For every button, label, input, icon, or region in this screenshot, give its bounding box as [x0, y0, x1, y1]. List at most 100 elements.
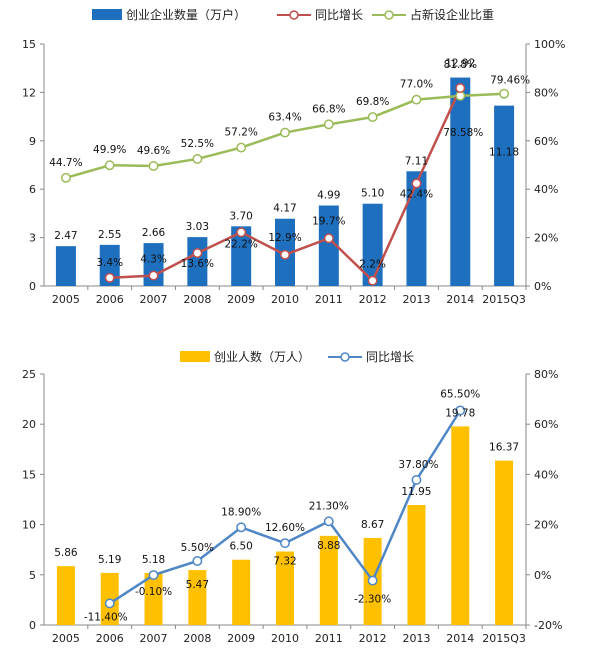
legend-label-startup-people: 创业人数（万人） [214, 349, 310, 364]
chart1-x-tick-label: 2015Q3 [482, 293, 526, 306]
bar-startup-people [188, 570, 207, 625]
chart1-y-left-tick-label: 0 [29, 280, 36, 293]
data-label-yoy-growth: 19.7% [312, 215, 345, 227]
data-label-share: 57.2% [225, 127, 258, 139]
data-label-share: 77.0% [400, 79, 433, 91]
bar-startup-people [232, 559, 251, 625]
legend-marker-yoy-growth-2 [340, 352, 350, 362]
chart1-y-left-tick-label: 6 [29, 183, 36, 196]
chart2-x-tick-label: 2010 [271, 632, 299, 645]
data-label-startup-count: 7.11 [405, 155, 428, 167]
chart1-x-tick-label: 2011 [315, 293, 343, 306]
chart1-x-tick-label: 2013 [402, 293, 430, 306]
point-share [367, 112, 378, 123]
chart1-y-right-tick-label: 0% [534, 280, 551, 293]
legend-label-share: 占新设企业比重 [410, 7, 494, 22]
chart1-y-left-tick-label: 15 [22, 38, 36, 51]
data-label-startup-count: 2.55 [98, 229, 121, 241]
chart2-x-tick-label: 2006 [96, 632, 124, 645]
bar-startup-people [276, 551, 294, 625]
data-label-yoy-growth-2: 18.90% [221, 506, 261, 518]
data-label-startup-count: 3.70 [229, 210, 252, 222]
data-label-yoy-growth-2: 12.60% [265, 522, 305, 534]
point-yoy-growth [236, 227, 247, 238]
data-label-yoy-growth-2: 37.80% [398, 459, 438, 471]
data-label-startup-people: 8.88 [317, 540, 340, 552]
point-share [104, 160, 115, 171]
point-yoy-growth [104, 272, 115, 283]
data-label-yoy-growth: 4.3% [140, 254, 167, 266]
legend-swatch-startup-count [92, 9, 122, 20]
chart1-y-left-tick-label: 9 [29, 135, 36, 148]
bar-startup-count [231, 226, 252, 286]
data-label-startup-count: 2.66 [142, 227, 166, 239]
data-label-startup-count: 11.18 [489, 147, 519, 159]
point-yoy-growth [455, 83, 466, 93]
data-label-startup-people: 5.18 [142, 554, 165, 566]
data-label-yoy-growth-2: -2.30% [354, 594, 391, 606]
chart2-y-right-tick-label: 40% [534, 468, 558, 481]
chart1-x-tick-label: 2005 [52, 293, 80, 306]
point-yoy-growth [367, 275, 378, 286]
point-yoy-growth [280, 249, 290, 260]
data-label-startup-people: 5.19 [98, 554, 121, 566]
data-label-yoy-growth: 13.6% [181, 258, 214, 270]
data-label-yoy-growth-2: 65.50% [440, 388, 480, 400]
chart1-x-tick-label: 2009 [227, 293, 255, 306]
bar-startup-count [55, 246, 76, 286]
chart2-x-tick-label: 2011 [315, 632, 343, 645]
bar-startup-people [144, 572, 163, 625]
legend-label-yoy-growth-2: 同比增长 [366, 350, 414, 364]
point-yoy-growth-2 [367, 575, 378, 586]
bar-startup-count [318, 205, 339, 286]
data-label-startup-count: 4.99 [317, 189, 340, 201]
data-label-yoy-growth-2: 21.30% [309, 500, 349, 512]
chart1-y-right-tick-label: 100% [534, 38, 565, 51]
chart1-x-tick-label: 2008 [183, 293, 211, 306]
point-share [148, 161, 159, 171]
point-yoy-growth-2 [411, 474, 422, 485]
point-share [192, 154, 203, 164]
data-label-startup-people: 11.95 [401, 486, 431, 498]
chart2-y-right-tick-label: -20% [534, 619, 562, 632]
data-label-share: 52.5% [181, 138, 214, 150]
chart2-x-tick-label: 2007 [140, 632, 168, 645]
data-label-yoy-growth: 3.4% [96, 257, 123, 269]
point-yoy-growth-2 [323, 516, 334, 527]
data-label-yoy-growth-2: -0.10% [135, 586, 172, 598]
point-share [280, 127, 290, 138]
chart1-y-right-tick-label: 60% [534, 135, 558, 148]
data-label-startup-count: 3.03 [186, 221, 209, 233]
chart2-y-left-tick-label: 15 [22, 468, 36, 481]
data-label-share: 78.58% [443, 127, 483, 139]
legend-marker-share [384, 10, 394, 20]
bar-startup-count [406, 171, 427, 286]
legend-label-startup-count: 创业企业数量（万户） [126, 7, 246, 22]
data-label-yoy-growth: 22.2% [225, 238, 258, 250]
point-yoy-growth [148, 270, 159, 281]
chart2-x-tick-label: 2005 [52, 632, 80, 645]
data-label-share: 63.4% [268, 112, 301, 124]
point-share [323, 119, 334, 130]
bar-startup-count [494, 105, 515, 286]
point-share [60, 172, 71, 183]
data-label-startup-count: 12.92 [445, 58, 475, 70]
chart2-y-right-tick-label: 60% [534, 418, 558, 431]
chart2-y-left-tick-label: 5 [29, 569, 36, 582]
point-yoy-growth [192, 248, 203, 259]
data-label-startup-people: 5.47 [186, 579, 209, 591]
chart2-y-left-tick-label: 10 [22, 519, 36, 532]
point-yoy-growth [323, 233, 334, 244]
bar-startup-count [99, 244, 120, 286]
point-yoy-growth-2 [148, 570, 159, 581]
bar-startup-count [450, 77, 471, 286]
chart2-y-right-tick-label: 0% [534, 569, 551, 582]
chart1-x-tick-label: 2007 [140, 293, 168, 306]
data-label-share: 66.8% [312, 103, 345, 115]
chart2-y-left-tick-label: 0 [29, 619, 36, 632]
chart1-y-right-tick-label: 80% [534, 86, 558, 99]
data-label-startup-count: 4.17 [273, 203, 296, 215]
chart1-y-left-tick-label: 3 [29, 232, 36, 245]
chart2-y-right-tick-label: 80% [534, 368, 558, 381]
